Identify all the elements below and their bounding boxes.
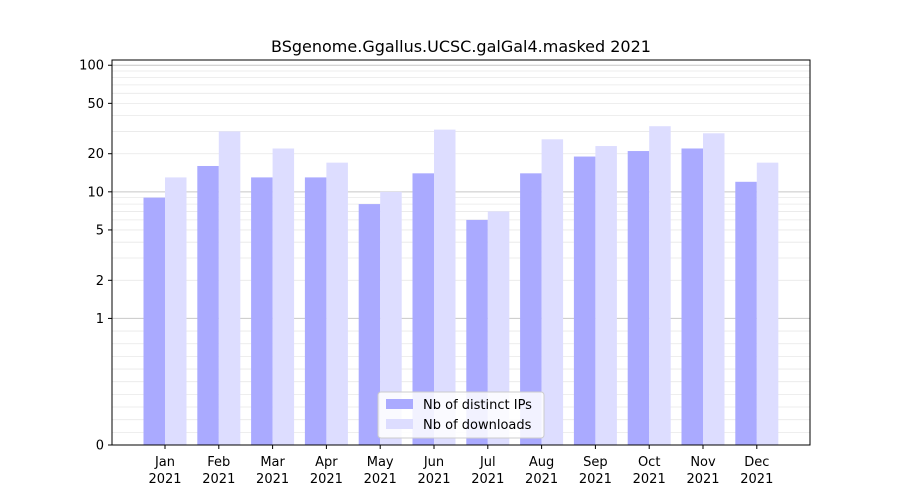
bar-distinct-ips-sep xyxy=(573,156,596,446)
y-tick-label: 1 xyxy=(96,312,104,327)
bar-distinct-ips-mar xyxy=(251,177,273,446)
x-tick-label-year: 2021 xyxy=(256,472,289,487)
legend-swatch xyxy=(386,399,413,409)
y-axis: 0 1 2 5 10 20 50 100 xyxy=(79,59,112,454)
y-tick-label: 0 xyxy=(96,439,104,454)
x-tick-label-year: 2021 xyxy=(686,472,719,487)
x-tick-label-month: Sep xyxy=(583,455,608,470)
bar-downloads-mar xyxy=(272,148,295,445)
bars xyxy=(143,126,779,446)
bar-downloads-oct xyxy=(649,126,671,446)
x-tick-label-month: Dec xyxy=(744,455,769,470)
bar-downloads-aug xyxy=(541,139,564,445)
bar-distinct-ips-jun xyxy=(412,173,434,445)
x-tick-label-year: 2021 xyxy=(740,472,773,487)
y-tick-label: 10 xyxy=(87,185,104,200)
bar-distinct-ips-feb xyxy=(197,165,219,446)
x-tick-label-month: Apr xyxy=(315,455,338,470)
bar-downloads-jul xyxy=(487,211,510,445)
x-tick-label-year: 2021 xyxy=(471,472,504,487)
bar-downloads-feb xyxy=(218,131,241,445)
bar-downloads-sep xyxy=(595,146,617,445)
bar-distinct-ips-may xyxy=(358,204,381,445)
bar-downloads-jan xyxy=(165,177,187,446)
bar-downloads-dec xyxy=(756,162,779,445)
chart-title: BSgenome.Ggallus.UCSC.galGal4.masked 202… xyxy=(271,37,651,56)
x-tick-label-month: Aug xyxy=(529,455,554,470)
x-tick-label-year: 2021 xyxy=(417,472,450,487)
bar-distinct-ips-aug xyxy=(520,173,542,445)
bar-distinct-ips-nov xyxy=(681,148,703,445)
x-tick-label-month: Mar xyxy=(260,455,285,470)
bar-distinct-ips-jan xyxy=(143,197,165,445)
bar-distinct-ips-apr xyxy=(304,177,327,446)
x-tick-label-month: Oct xyxy=(638,455,660,470)
y-tick-label: 2 xyxy=(96,274,104,289)
x-tick-label-year: 2021 xyxy=(310,472,343,487)
legend-label: Nb of downloads xyxy=(423,418,532,433)
y-tick-label: 5 xyxy=(96,223,104,238)
x-tick-label-month: Jan xyxy=(154,455,175,470)
x-tick-label-month: Feb xyxy=(207,455,230,470)
y-tick-label: 50 xyxy=(87,97,104,112)
legend-box xyxy=(377,391,545,439)
x-tick-label-year: 2021 xyxy=(202,472,235,487)
bar-distinct-ips-jul xyxy=(466,219,488,445)
legend: Nb of distinct IPs Nb of downloads xyxy=(377,391,545,439)
legend-swatch xyxy=(386,419,413,429)
bar-downloads-jun xyxy=(434,129,456,445)
x-tick-label-year: 2021 xyxy=(148,472,181,487)
x-tick-label-month: Nov xyxy=(690,455,716,470)
x-tick-label-year: 2021 xyxy=(364,472,397,487)
x-tick-label-year: 2021 xyxy=(525,472,558,487)
x-tick-label-month: Jul xyxy=(479,455,496,470)
x-tick-label-month: May xyxy=(367,455,394,470)
x-tick-label-year: 2021 xyxy=(633,472,666,487)
plot-frame xyxy=(111,59,811,446)
x-tick-label-year: 2021 xyxy=(579,472,612,487)
y-tick-label: 20 xyxy=(87,147,104,162)
bar-distinct-ips-dec xyxy=(735,181,757,445)
legend-label: Nb of distinct IPs xyxy=(423,398,532,413)
x-axis: Jan 2021 Feb 2021 Mar 2021 Apr 2021 May 2021 Jun 20… xyxy=(148,445,773,487)
y-tick-label: 100 xyxy=(79,59,104,74)
bar-downloads-apr xyxy=(326,162,348,445)
bar-distinct-ips-oct xyxy=(627,151,650,445)
bar-downloads-nov xyxy=(703,133,725,445)
bar-downloads-may xyxy=(380,191,402,445)
x-tick-label-month: Jun xyxy=(423,455,444,470)
